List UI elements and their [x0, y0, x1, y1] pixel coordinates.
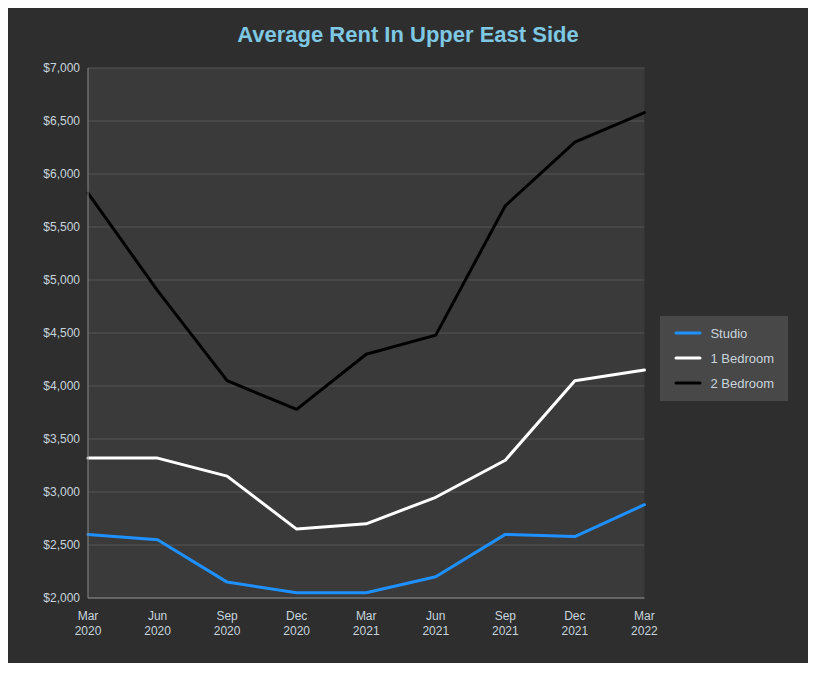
- svg-text:$3,500: $3,500: [43, 432, 80, 446]
- svg-text:Sep2020: Sep2020: [214, 609, 241, 638]
- svg-text:$2,000: $2,000: [43, 591, 80, 605]
- svg-text:Mar2020: Mar2020: [75, 609, 102, 638]
- svg-text:$6,500: $6,500: [43, 114, 80, 128]
- svg-text:$5,000: $5,000: [43, 273, 80, 287]
- svg-text:Mar2022: Mar2022: [631, 609, 658, 638]
- svg-text:$6,000: $6,000: [43, 167, 80, 181]
- svg-text:Dec2021: Dec2021: [562, 609, 589, 638]
- html-text:Average Rent In Upper East Sid: Average Rent In Upper East Side: [237, 22, 579, 47]
- svg-text:$2,500: $2,500: [43, 538, 80, 552]
- svg-text:Jun2020: Jun2020: [144, 609, 171, 638]
- svg-text:Jun2021: Jun2021: [422, 609, 449, 638]
- svg-text:Dec2020: Dec2020: [283, 609, 310, 638]
- svg-text:Mar2021: Mar2021: [353, 609, 380, 638]
- svg-text:Sep2021: Sep2021: [492, 609, 519, 638]
- svg-text:$3,000: $3,000: [43, 485, 80, 499]
- html-text:1 Bedroom: 1 Bedroom: [710, 350, 774, 366]
- svg-text:$7,000: $7,000: [43, 61, 80, 75]
- svg-text:$4,500: $4,500: [43, 326, 80, 340]
- html-text:Studio: Studio: [710, 325, 748, 341]
- svg-text:$5,500: $5,500: [43, 220, 80, 234]
- svg-text:$4,000: $4,000: [43, 379, 80, 393]
- html-text:2 Bedroom: 2 Bedroom: [710, 375, 774, 391]
